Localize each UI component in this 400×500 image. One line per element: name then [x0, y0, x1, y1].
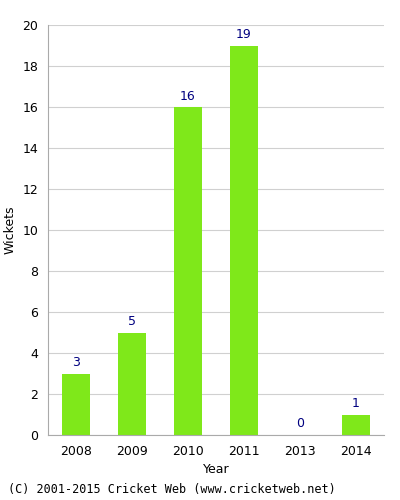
X-axis label: Year: Year — [203, 464, 229, 476]
Bar — [62, 374, 90, 435]
Text: 5: 5 — [128, 316, 136, 328]
Bar — [342, 414, 370, 435]
Y-axis label: Wickets: Wickets — [4, 206, 17, 254]
Text: 3: 3 — [72, 356, 80, 370]
Text: 19: 19 — [236, 28, 252, 42]
Text: 16: 16 — [180, 90, 196, 103]
Bar — [174, 107, 202, 435]
Text: (C) 2001-2015 Cricket Web (www.cricketweb.net): (C) 2001-2015 Cricket Web (www.cricketwe… — [8, 482, 336, 496]
Bar — [230, 46, 258, 435]
Bar — [118, 332, 146, 435]
Text: 0: 0 — [296, 417, 304, 430]
Text: 1: 1 — [352, 398, 360, 410]
